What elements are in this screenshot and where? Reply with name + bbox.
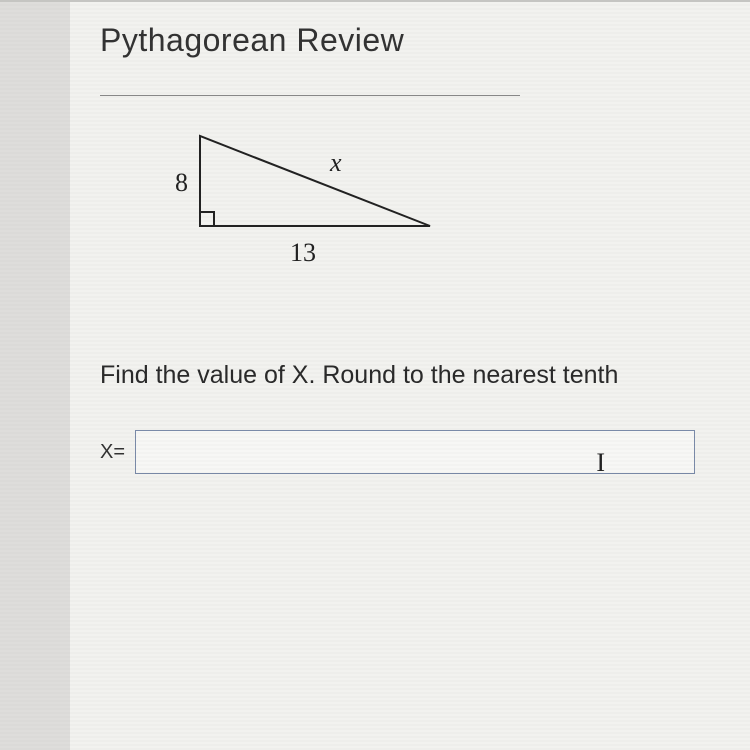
worksheet-page: Pythagorean Review 8 x 13 Find the value… [70, 0, 750, 750]
text-cursor-icon: I [596, 448, 605, 478]
left-margin-strip [0, 0, 70, 750]
triangle-svg: 8 x 13 [140, 126, 460, 276]
question-prompt: Find the value of X. Round to the neares… [100, 361, 720, 390]
answer-input[interactable] [135, 430, 695, 474]
label-hypotenuse: x [329, 148, 342, 177]
label-left-leg: 8 [175, 168, 188, 197]
page-title: Pythagorean Review [100, 22, 720, 59]
answer-label: X= [100, 441, 125, 464]
triangle-diagram: 8 x 13 [140, 126, 480, 281]
triangle-shape [200, 136, 430, 226]
answer-row: X= I [100, 430, 720, 474]
right-angle-marker [200, 212, 214, 226]
divider-rule [100, 95, 520, 96]
label-base: 13 [290, 238, 316, 267]
